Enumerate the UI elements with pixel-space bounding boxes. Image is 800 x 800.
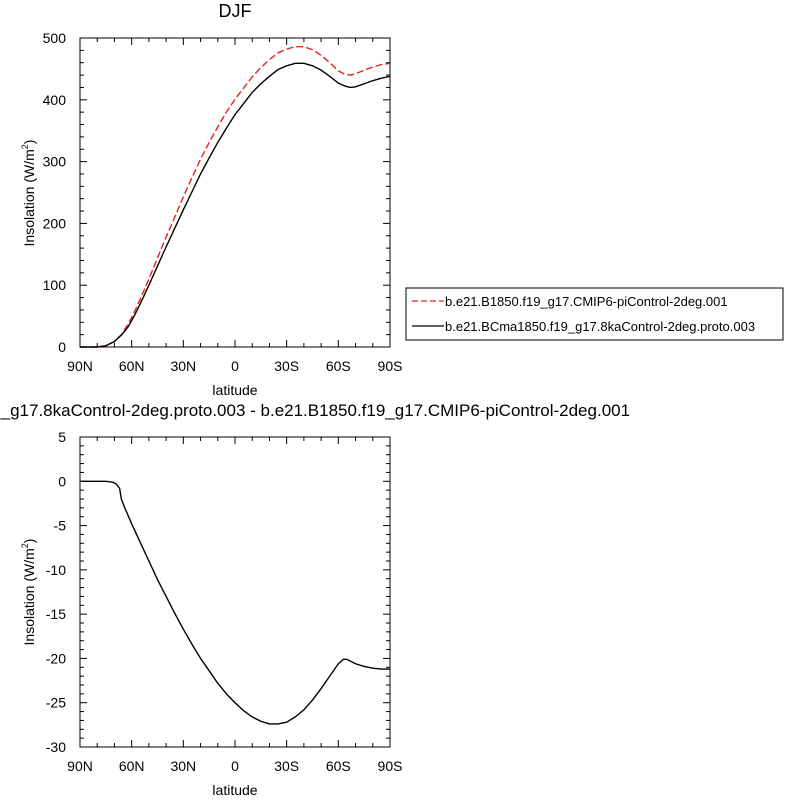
top-y-axis-label-main: Insolation (W/m	[21, 149, 37, 246]
top-y-axis-label-sup: 2	[20, 144, 30, 149]
top-series-line-1	[80, 45, 391, 348]
bottom-y-axis-label-sup: 2	[20, 543, 30, 548]
top-x-tick-label: 0	[231, 358, 239, 374]
top-x-tick-label: 30S	[274, 358, 299, 374]
bottom-x-tick-label: 90N	[67, 758, 93, 774]
bottom-series-group	[80, 480, 390, 725]
top-x-tick-label: 90S	[378, 358, 403, 374]
bottom-y-axis-label-main: Insolation (W/m	[21, 548, 37, 645]
bottom-y-tick-label: -20	[46, 650, 66, 666]
bottom-y-tick-label: -10	[46, 562, 66, 578]
bottom-x-tick-label: 90S	[378, 758, 403, 774]
top-y-tick-label: 100	[43, 277, 67, 293]
bottom-series-line-1	[80, 480, 390, 725]
top-y-tick-label: 300	[43, 154, 67, 170]
bottom-panel: b.e21.BCma1850.f19_g17.8kaControl-2deg.p…	[0, 401, 630, 798]
top-x-tick-label: 30N	[170, 358, 196, 374]
top-chart-title: DJF	[219, 1, 252, 21]
bottom-y-axis-label: Insolation (W/m2)	[20, 539, 37, 646]
top-panel: DJF 90N 60N 30N 0 30S 60S 90S0100200300400500 …	[20, 1, 402, 398]
legend-label-series-1: b.e21.B1850.f19_g17.CMIP6-piControl-2deg…	[445, 294, 728, 309]
bottom-plot-frame	[79, 436, 391, 748]
top-y-axis-label: Insolation (W/m2)	[20, 140, 37, 247]
top-ticks-group: 90N 60N 30N 0 30S 60S 90S 0 100 200 300 400 500	[43, 30, 403, 374]
top-x-tick-label: 60S	[326, 358, 351, 374]
bottom-x-tick-label: 60N	[119, 758, 145, 774]
bottom-x-tick-label: 30S	[274, 758, 299, 774]
top-x-tick-label: 60N	[119, 358, 145, 374]
bottom-chart-title: b.e21.BCma1850.f19_g17.8kaControl-2deg.p…	[0, 401, 630, 420]
legend: b.e21.B1850.f19_g17.CMIP6-piControl-2deg…	[405, 287, 784, 341]
top-series-group	[80, 45, 391, 348]
top-plot-frame	[79, 37, 391, 348]
bottom-ticks-group: 90N 60N 30N 0 30S 60S 90S 5 0 -5 -10 -15 -20 -25 -30	[46, 429, 403, 774]
top-y-tick-label: 0	[58, 339, 66, 355]
bottom-y-tick-label: 0	[58, 473, 66, 489]
bottom-y-tick-label: 5	[58, 429, 66, 445]
top-y-tick-label: 400	[43, 92, 67, 108]
top-x-axis-label: latitude	[212, 382, 257, 398]
bottom-x-tick-label: 0	[231, 758, 239, 774]
top-series-line-2	[80, 62, 391, 348]
bottom-y-axis-label-tail: )	[21, 539, 37, 544]
top-y-tick-label: 500	[43, 30, 67, 46]
top-x-tick-label: 90N	[67, 358, 93, 374]
legend-frame	[405, 287, 784, 341]
bottom-x-tick-label: 60S	[326, 758, 351, 774]
top-y-tick-label: 200	[43, 215, 67, 231]
bottom-x-tick-label: 30N	[170, 758, 196, 774]
bottom-y-tick-label: -5	[54, 518, 67, 534]
bottom-y-tick-label: -30	[46, 739, 66, 755]
top-y-axis-label-tail: )	[21, 140, 37, 145]
bottom-y-tick-label: -15	[46, 606, 66, 622]
bottom-y-tick-label: -25	[46, 695, 66, 711]
legend-label-series-2: b.e21.BCma1850.f19_g17.8kaControl-2deg.p…	[445, 319, 755, 334]
bottom-x-axis-label: latitude	[212, 782, 257, 798]
